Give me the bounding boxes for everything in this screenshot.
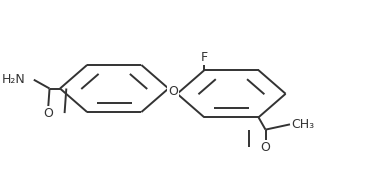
- Text: O: O: [168, 85, 178, 98]
- Text: F: F: [201, 51, 208, 64]
- Text: O: O: [43, 107, 53, 120]
- Text: H₂N: H₂N: [1, 73, 25, 86]
- Text: CH₃: CH₃: [292, 118, 315, 131]
- Text: O: O: [260, 141, 270, 154]
